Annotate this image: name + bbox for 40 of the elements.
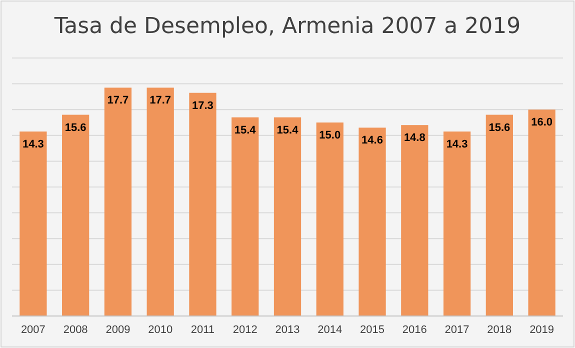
bar: [401, 125, 428, 316]
x-tick-label: 2007: [20, 324, 46, 336]
data-label: 17.3: [192, 100, 214, 112]
data-label: 14.8: [404, 132, 426, 144]
data-label: 16.0: [531, 116, 553, 129]
bar: [146, 88, 174, 316]
data-label: 14.6: [362, 134, 383, 147]
bar: [104, 88, 132, 316]
data-label: 15.6: [64, 122, 86, 134]
bar: [62, 114, 90, 316]
data-label: 15.4: [234, 124, 257, 136]
x-tick-label: 2018: [487, 324, 512, 336]
bar: [528, 110, 556, 316]
x-tick-label: 2011: [190, 324, 215, 336]
data-label: 17.7: [107, 94, 129, 107]
data-label: 17.7: [150, 94, 172, 107]
bar: [443, 132, 471, 316]
bar: [316, 122, 344, 316]
x-tick-label: 2017: [444, 324, 470, 336]
x-tick-label: 2014: [318, 324, 342, 336]
data-label: 15.6: [488, 122, 510, 134]
x-tick-label: 2012: [232, 324, 258, 336]
bar: [358, 128, 386, 316]
data-label: 15.4: [276, 124, 300, 136]
bar: [232, 117, 259, 316]
bar: [20, 132, 47, 316]
bar: [486, 114, 513, 316]
chart-title: Tasa de Desempleo, Armenia 2007 a 2019: [53, 14, 521, 39]
x-tick-label: 2019: [530, 324, 554, 336]
data-label: 15.0: [319, 130, 341, 142]
bar: [274, 117, 302, 316]
x-tick-label: 2016: [402, 324, 427, 336]
x-tick-label: 2008: [63, 324, 88, 336]
bar: [189, 92, 216, 316]
data-label: 14.3: [22, 138, 44, 151]
data-label: 14.3: [446, 138, 468, 151]
x-tick-label: 2013: [275, 324, 300, 336]
x-tick-label: 2009: [106, 324, 130, 336]
x-tick-label: 2010: [148, 324, 173, 336]
x-tick-label: 2015: [360, 324, 385, 336]
